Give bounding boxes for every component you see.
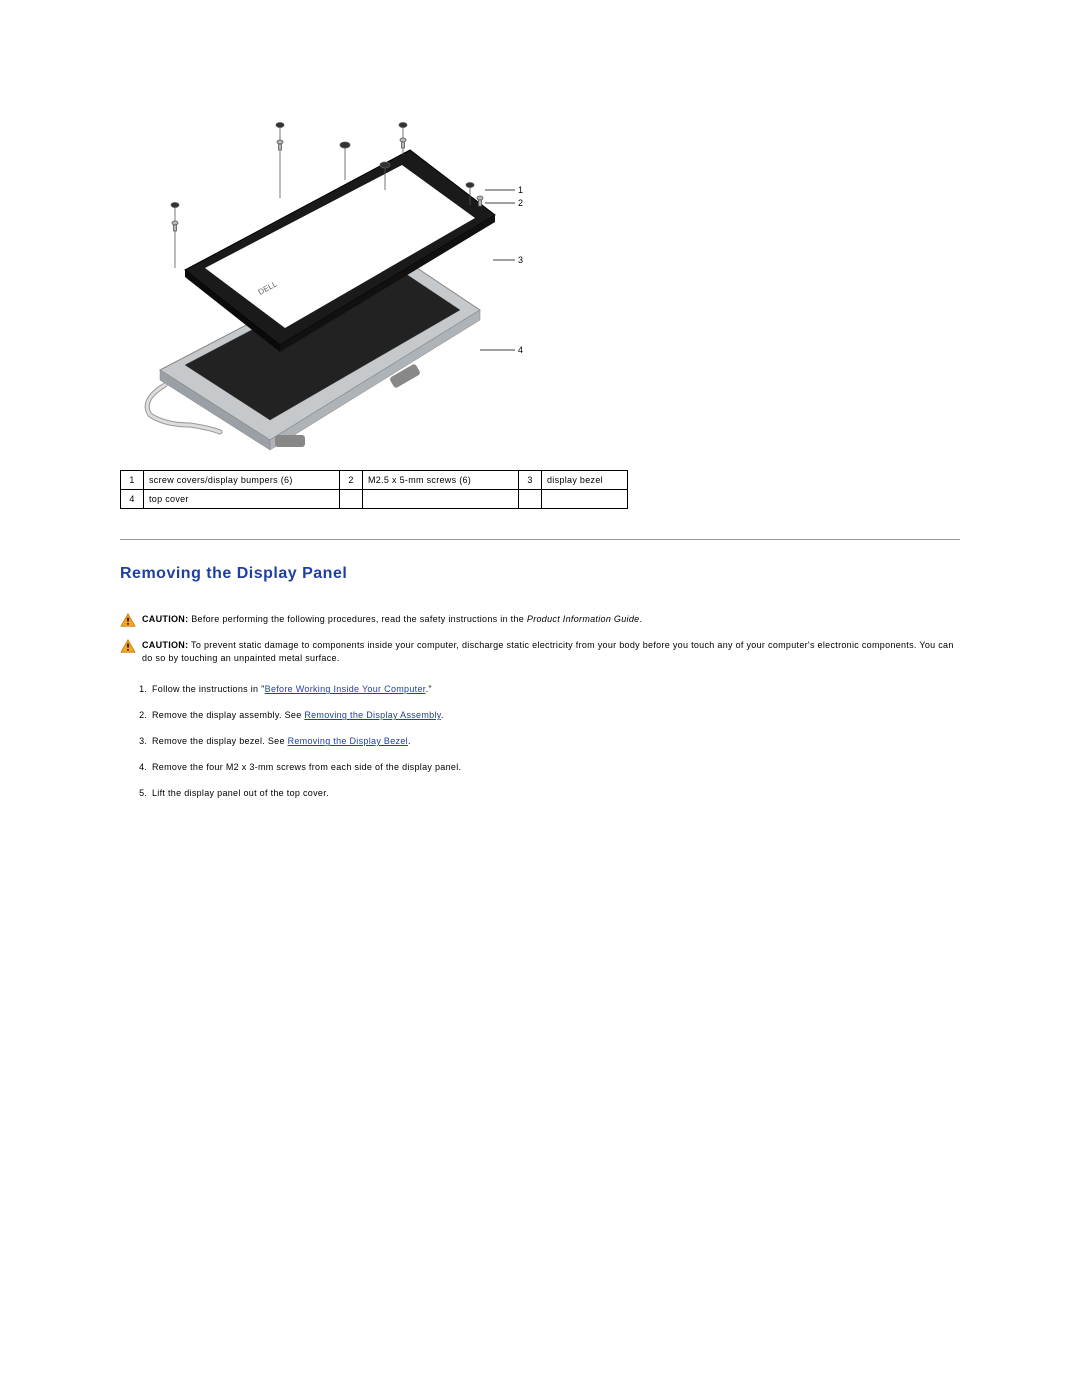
caution-label: CAUTION: bbox=[142, 640, 188, 650]
part-desc: display bezel bbox=[542, 471, 628, 490]
step-link[interactable]: Removing the Display Assembly bbox=[304, 710, 441, 720]
step-text-pre: Remove the display bezel. See bbox=[152, 736, 288, 746]
caution-block: CAUTION: Before performing the following… bbox=[120, 613, 960, 627]
warning-icon bbox=[120, 613, 136, 627]
section-divider bbox=[120, 539, 960, 540]
step-link[interactable]: Removing the Display Bezel bbox=[288, 736, 408, 746]
warning-icon bbox=[120, 639, 136, 653]
part-num: 2 bbox=[340, 471, 363, 490]
callout-2: 2 bbox=[518, 198, 523, 208]
part-desc: M2.5 x 5-mm screws (6) bbox=[363, 471, 519, 490]
caution-body-italic: Product Information Guide bbox=[527, 614, 640, 624]
part-desc bbox=[542, 490, 628, 509]
part-num: 3 bbox=[519, 471, 542, 490]
step-text: Lift the display panel out of the top co… bbox=[152, 788, 329, 798]
caution-text: CAUTION: Before performing the following… bbox=[142, 613, 642, 626]
step-item: Remove the display bezel. See Removing t… bbox=[150, 736, 960, 746]
procedure-steps: Follow the instructions in "Before Worki… bbox=[120, 684, 960, 798]
step-text-pre: Remove the display assembly. See bbox=[152, 710, 304, 720]
section-heading: Removing the Display Panel bbox=[120, 565, 960, 583]
step-item: Follow the instructions in "Before Worki… bbox=[150, 684, 960, 694]
step-text: Remove the four M2 x 3-mm screws from ea… bbox=[152, 762, 461, 772]
step-item: Remove the display assembly. See Removin… bbox=[150, 710, 960, 720]
part-desc: screw covers/display bumpers (6) bbox=[144, 471, 340, 490]
caution-body: To prevent static damage to components i… bbox=[142, 640, 954, 663]
part-num bbox=[340, 490, 363, 509]
part-desc: top cover bbox=[144, 490, 340, 509]
caution-text: CAUTION: To prevent static damage to com… bbox=[142, 639, 960, 664]
laptop-exploded-svg: DELL bbox=[130, 80, 530, 450]
caution-label: CAUTION: bbox=[142, 614, 188, 624]
step-item: Lift the display panel out of the top co… bbox=[150, 788, 960, 798]
step-text-pre: Follow the instructions in " bbox=[152, 684, 265, 694]
caution-block: CAUTION: To prevent static damage to com… bbox=[120, 639, 960, 664]
exploded-diagram: DELL bbox=[130, 80, 530, 450]
step-text-post: . bbox=[441, 710, 444, 720]
callout-4: 4 bbox=[518, 345, 523, 355]
part-num: 4 bbox=[121, 490, 144, 509]
caution-body-pre: Before performing the following procedur… bbox=[191, 614, 527, 624]
callout-1: 1 bbox=[518, 185, 523, 195]
parts-legend-table: 1 screw covers/display bumpers (6) 2 M2.… bbox=[120, 470, 628, 509]
step-link[interactable]: Before Working Inside Your Computer bbox=[265, 684, 426, 694]
part-num bbox=[519, 490, 542, 509]
step-text-post: ." bbox=[426, 684, 432, 694]
part-num: 1 bbox=[121, 471, 144, 490]
step-item: Remove the four M2 x 3-mm screws from ea… bbox=[150, 762, 960, 772]
caution-body-post: . bbox=[639, 614, 642, 624]
step-text-post: . bbox=[408, 736, 411, 746]
part-desc bbox=[363, 490, 519, 509]
callout-3: 3 bbox=[518, 255, 523, 265]
